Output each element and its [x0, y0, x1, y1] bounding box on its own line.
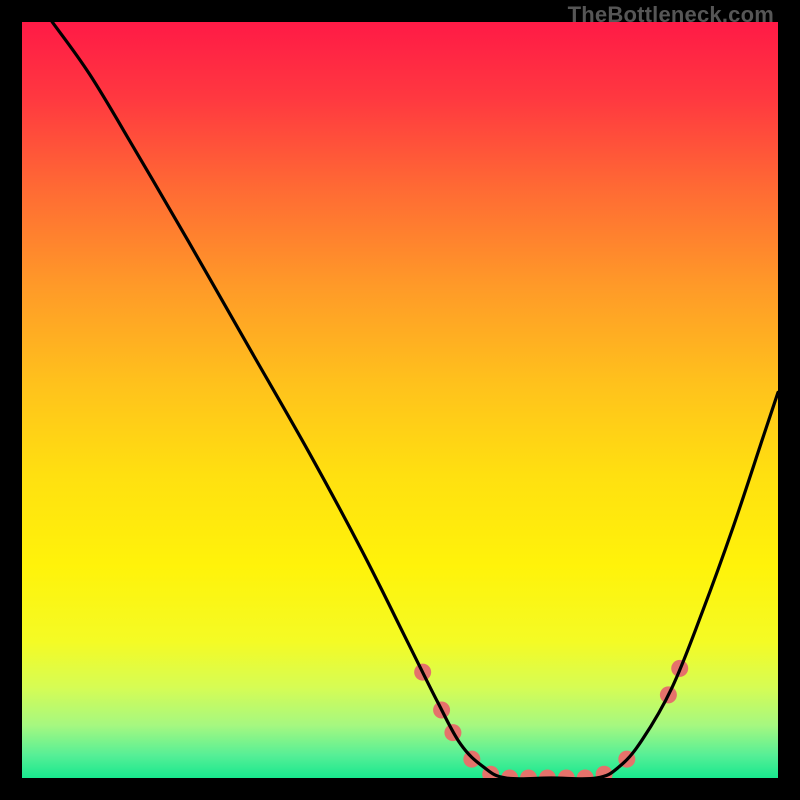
watermark-text: TheBottleneck.com	[568, 2, 774, 28]
bottleneck-curve	[52, 22, 778, 778]
curve-layer	[22, 22, 778, 778]
markers-group	[414, 660, 688, 778]
marker-point	[577, 770, 594, 779]
plot-area	[22, 22, 778, 778]
chart-frame: TheBottleneck.com	[0, 0, 800, 800]
marker-point	[520, 770, 537, 779]
